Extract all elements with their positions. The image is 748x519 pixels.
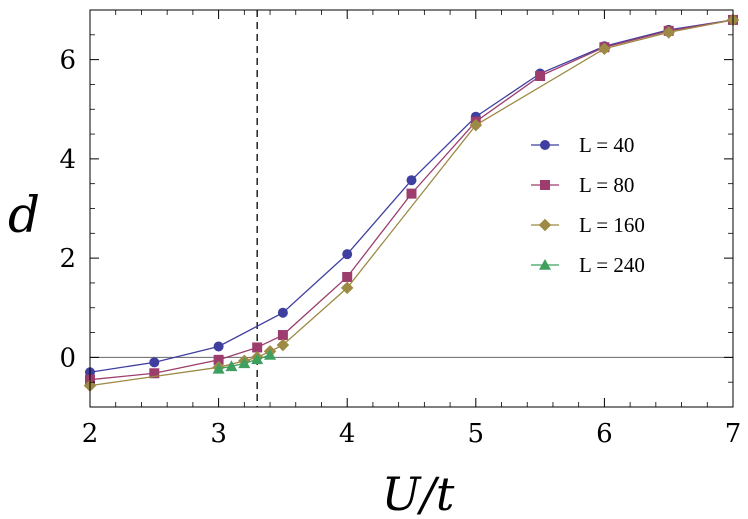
data-point (264, 348, 277, 360)
x-axis-label: U/t (382, 467, 455, 519)
y-tick-label: 4 (59, 145, 76, 175)
legend-marker (539, 259, 551, 270)
plot-area (90, 10, 733, 407)
data-point (277, 330, 288, 341)
data-point (277, 307, 288, 318)
data-point (238, 357, 251, 369)
series-layer (83, 13, 740, 392)
y-tick-label: 2 (59, 244, 76, 274)
series-line (89, 19, 734, 381)
legend-marker (538, 218, 552, 232)
x-tick-label: 6 (596, 419, 613, 449)
data-point (276, 338, 290, 352)
legend-label: L = 240 (579, 253, 645, 277)
x-tick-label: 3 (210, 419, 227, 449)
x-tick-label: 7 (725, 419, 742, 449)
series-3 (212, 348, 277, 374)
series-line (89, 19, 734, 387)
data-point (598, 42, 611, 55)
data-point (406, 188, 417, 199)
data-point (342, 271, 353, 282)
legend-marker (540, 180, 550, 190)
y-axis-label: d (8, 186, 40, 244)
legend-label: L = 40 (579, 133, 634, 157)
x-tick-label: 2 (82, 419, 99, 449)
legend: L = 40 L = 80 L = 160 L = 240 (531, 133, 645, 277)
legend-item: L = 240 (531, 253, 645, 277)
data-point (252, 342, 263, 353)
legend-marker (540, 140, 550, 150)
data-point (469, 118, 483, 132)
x-tick-label: 4 (339, 419, 356, 449)
plot-frame (89, 9, 734, 408)
data-point (662, 26, 675, 39)
data-point (149, 368, 160, 379)
legend-item: L = 80 (531, 173, 634, 197)
data-point (212, 362, 225, 374)
data-point (406, 175, 417, 186)
data-point (213, 354, 224, 365)
series-2 (83, 13, 740, 392)
y-tick-label: 6 (59, 46, 76, 76)
data-point (149, 357, 160, 368)
legend-label: L = 160 (579, 213, 645, 237)
legend-item: L = 160 (531, 213, 645, 237)
data-point (225, 360, 238, 372)
legend-label: L = 80 (579, 173, 634, 197)
data-point (342, 249, 353, 260)
legend-item: L = 40 (531, 133, 634, 157)
series-1 (85, 14, 738, 385)
data-point (535, 71, 546, 82)
axes-layer: 2 3 4 5 6 7 0 2 4 6 (59, 9, 742, 449)
data-point (340, 281, 354, 295)
y-tick-label: 0 (59, 343, 76, 373)
x-tick-label: 5 (468, 419, 485, 449)
data-point (213, 341, 224, 352)
data-point (251, 353, 264, 365)
